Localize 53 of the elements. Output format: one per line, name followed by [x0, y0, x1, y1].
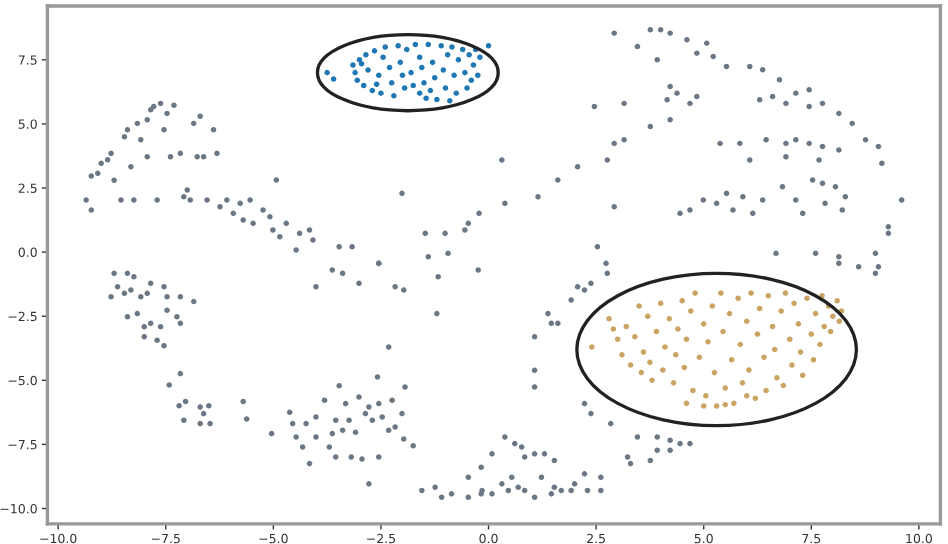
point	[442, 85, 449, 91]
point	[447, 98, 453, 104]
point	[416, 54, 423, 61]
point	[455, 57, 462, 63]
point	[395, 42, 401, 49]
point	[369, 87, 376, 94]
point	[391, 92, 397, 99]
point	[373, 81, 380, 87]
point	[423, 95, 429, 102]
point	[449, 44, 455, 50]
point	[425, 41, 432, 48]
point	[352, 69, 358, 76]
point	[419, 64, 425, 71]
point	[399, 72, 406, 78]
point	[371, 48, 378, 54]
point	[416, 90, 423, 96]
point	[466, 51, 472, 58]
point	[464, 85, 470, 91]
point	[429, 59, 436, 66]
point	[468, 77, 475, 84]
point	[363, 51, 369, 58]
point	[410, 82, 416, 89]
point	[434, 96, 440, 103]
point	[408, 69, 414, 76]
point	[451, 72, 457, 78]
point	[360, 82, 367, 89]
point	[380, 54, 386, 61]
point	[477, 54, 483, 61]
point	[403, 46, 410, 53]
point	[376, 72, 382, 78]
point	[453, 90, 460, 96]
point	[485, 42, 492, 49]
point	[365, 67, 371, 73]
point	[378, 90, 384, 96]
point	[330, 76, 337, 82]
point	[388, 80, 395, 86]
point	[459, 46, 466, 53]
point	[324, 69, 330, 76]
point	[470, 62, 477, 68]
point	[427, 87, 434, 94]
point	[474, 72, 481, 78]
point	[431, 74, 438, 81]
point	[382, 44, 389, 50]
point	[421, 80, 427, 86]
point	[412, 41, 419, 48]
point	[440, 67, 447, 73]
point	[350, 62, 356, 68]
point	[444, 51, 451, 58]
point	[397, 59, 404, 66]
point	[354, 77, 361, 84]
point	[462, 69, 468, 76]
point	[438, 42, 444, 49]
point	[401, 85, 408, 91]
